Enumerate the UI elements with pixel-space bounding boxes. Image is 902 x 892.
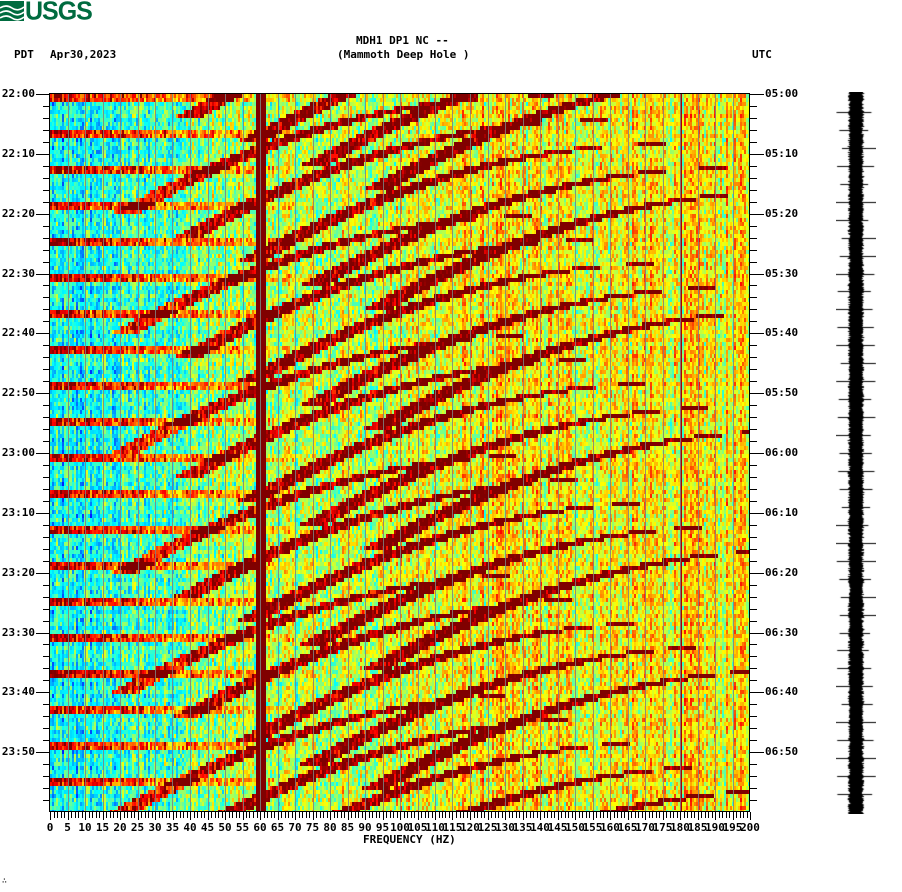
- x-tick-label: 200: [740, 821, 760, 834]
- x-tick-label: 95: [375, 821, 390, 834]
- x-tick-label: 0: [46, 821, 54, 834]
- footer-mark: ∴: [2, 876, 7, 885]
- y-tick-label-left: 23:10: [1, 505, 35, 519]
- x-tick-label: 30: [148, 821, 162, 834]
- x-tick-label: 140: [530, 821, 550, 834]
- x-tick-label: 135: [512, 821, 533, 834]
- y-tick-label-right: 05:20: [765, 206, 799, 220]
- x-tick-label: 170: [635, 821, 655, 834]
- x-tick-label: 60: [253, 821, 267, 834]
- station-name: (Mammoth Deep Hole ): [337, 48, 470, 61]
- x-tick-label: 190: [705, 821, 725, 834]
- y-tick-label-left: 22:20: [1, 206, 35, 220]
- x-tick-label: 80: [323, 821, 337, 834]
- date-label: Apr30,2023: [50, 48, 117, 61]
- x-tick-label: 145: [547, 821, 568, 834]
- x-tick-label: 5: [64, 821, 71, 834]
- y-tick-label-left: 22:50: [1, 386, 35, 400]
- station-line: MDH1 DP1 NC --: [356, 34, 449, 47]
- x-tick-label: 180: [670, 821, 690, 834]
- y-tick-label-left: 23:30: [1, 625, 35, 639]
- x-tick-label: 40: [183, 821, 197, 834]
- x-axis-title: FREQUENCY (HZ): [363, 833, 456, 846]
- y-tick-label-left: 23:40: [1, 685, 35, 699]
- usgs-logo-text: USGS: [25, 0, 93, 26]
- y-tick-label-right: 06:50: [765, 745, 799, 759]
- y-tick-label-right: 05:30: [765, 266, 799, 280]
- x-tick-label: 65: [270, 821, 285, 834]
- x-tick-label: 75: [305, 821, 320, 834]
- y-tick-label-left: 22:30: [1, 266, 35, 280]
- x-tick-label: 165: [617, 821, 638, 834]
- y-tick-label-left: 22:40: [1, 326, 35, 340]
- usgs-logo: USGS: [0, 0, 93, 26]
- y-tick-label-left: 23:50: [1, 745, 35, 759]
- x-tick-label: 195: [722, 821, 743, 834]
- x-tick-label: 105: [407, 821, 428, 834]
- x-tick-label: 110: [425, 821, 445, 834]
- x-tick-label: 115: [442, 821, 463, 834]
- x-tick-label: 20: [113, 821, 127, 834]
- y-tick-label-right: 06:20: [765, 565, 799, 579]
- x-tick-label: 185: [687, 821, 708, 834]
- x-tick-label: 175: [652, 821, 673, 834]
- x-tick-label: 25: [130, 821, 145, 834]
- spectrogram-heatmap: [50, 94, 750, 812]
- x-tick-label: 90: [358, 821, 372, 834]
- x-tick-label: 150: [565, 821, 585, 834]
- y-tick-label-left: 23:20: [1, 565, 35, 579]
- y-tick-label-right: 05:40: [765, 326, 799, 340]
- x-tick-label: 55: [235, 821, 250, 834]
- y-tick-label-right: 06:30: [765, 625, 799, 639]
- x-tick-label: 160: [600, 821, 620, 834]
- x-tick-label: 85: [340, 821, 355, 834]
- seismogram-trace: [836, 92, 876, 814]
- y-tick-label-right: 06:00: [765, 446, 799, 459]
- x-tick-label: 130: [495, 821, 515, 834]
- x-tick-label: 70: [288, 821, 302, 834]
- y-tick-label-left: 23:00: [1, 446, 35, 459]
- left-timezone: PDT: [14, 48, 34, 61]
- y-tick-label-right: 06:10: [765, 505, 799, 519]
- x-tick-label: 50: [218, 821, 232, 834]
- x-tick-label: 100: [390, 821, 410, 834]
- x-tick-label: 35: [165, 821, 180, 834]
- y-tick-label-right: 06:40: [765, 685, 799, 699]
- x-tick-label: 120: [460, 821, 480, 834]
- y-tick-label-right: 05:10: [765, 146, 799, 160]
- x-tick-label: 125: [477, 821, 498, 834]
- right-timezone: UTC: [752, 48, 772, 61]
- y-tick-label-left: 22:10: [1, 146, 35, 160]
- y-tick-label-left: 22:00: [1, 87, 35, 100]
- x-tick-label: 155: [582, 821, 603, 834]
- x-tick-label: 15: [95, 821, 110, 834]
- x-tick-label: 10: [78, 821, 92, 834]
- usgs-wave-icon: [0, 1, 24, 21]
- y-tick-label-right: 05:50: [765, 386, 799, 400]
- y-tick-label-right: 05:00: [765, 87, 799, 100]
- x-tick-label: 45: [200, 821, 215, 834]
